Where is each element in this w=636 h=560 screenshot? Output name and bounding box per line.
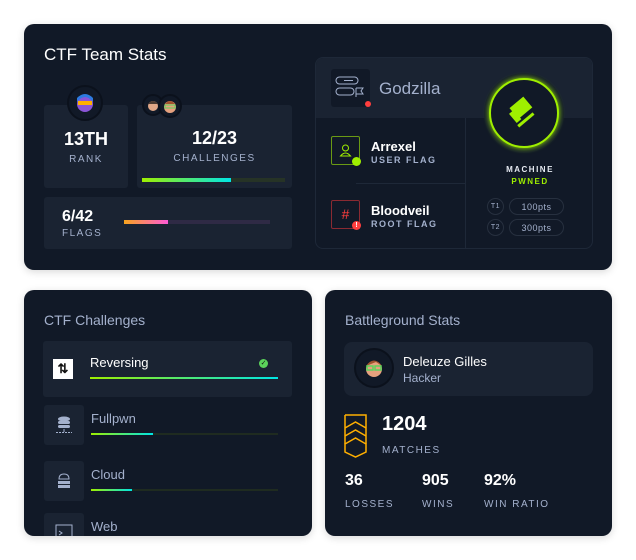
challenge-item-icon-box [44,513,84,536]
hammer-icon [509,96,535,128]
user-flag-owner: Arrexel [371,139,416,154]
challenge-item-icon-box [44,405,84,445]
reverse-arrows-icon: ⇅ [53,359,73,379]
team-avatar [67,85,103,121]
challenge-item-icon-box [44,461,84,501]
tier-badge: T2 [487,219,504,236]
user-avatar-icon [366,360,382,377]
challenges-label: CHALLENGES [173,153,256,164]
member-avatar-icon [148,101,158,111]
user-flag-type: USER FLAG [371,155,437,165]
challenge-progress [90,377,278,379]
terminal-window-icon [55,524,73,536]
pwned-label: PWNED [511,177,549,186]
tier-badge: T1 [487,198,504,215]
tier-points: 100pts [509,198,564,215]
alert-badge-icon: ! [352,221,361,230]
machine-status-label: MACHINE [506,165,554,174]
challenges-value: 12/23 [191,128,238,148]
check-icon: ✓ [259,359,268,368]
rank-label: RANK [69,154,103,165]
challenges-progress-bar [142,178,285,182]
card-title: Battleground Stats [345,312,461,328]
ctf-challenges-card: CTF Challenges ⇅ Reversing ✓ Fullpwn Clo… [24,290,312,536]
flags-label: FLAGS [62,228,103,239]
root-flag-owner: Bloodveil [371,203,430,218]
matches-label: MATCHES [382,445,441,456]
losses-label: LOSSES [345,499,395,510]
root-flag-icon-box: # ! [331,200,361,230]
database-icon [56,416,72,433]
card-title: CTF Challenges [44,312,146,328]
battleground-card: Battleground Stats Deleuze Gilles Hacker… [325,290,612,536]
machine-icon-box [331,69,371,107]
user-avatar [354,348,394,388]
flags-progress-bar [124,220,270,224]
challenge-progress [91,433,278,435]
user-role: Hacker [403,371,442,385]
divider [465,118,466,248]
cloud-server-icon [58,473,70,488]
pwned-circle [489,78,559,148]
challenge-label[interactable]: Web [91,519,118,534]
root-flag-type: ROOT FLAG [371,219,438,229]
status-dot [365,101,371,107]
user-flag-icon-box [331,136,361,166]
machine-panel[interactable]: Godzilla Arrexel USER FLAG # ! Bloodveil… [315,57,593,249]
member-avatar-icon [164,101,176,113]
challenges-panel [137,105,292,188]
flags-value: 6/42 [62,208,94,225]
check-badge-icon [352,157,361,166]
wins-value: 905 [422,472,449,489]
win-ratio-label: WIN RATIO [484,499,550,510]
machine-name: Godzilla [379,79,441,98]
win-ratio-value: 92% [484,472,517,489]
tier-points: 300pts [509,219,564,236]
challenge-label[interactable]: Cloud [91,467,125,482]
hash-icon: # [341,206,350,222]
challenge-label: Reversing [90,355,149,370]
challenge-progress [91,489,278,491]
rank-chevron-badge-icon [344,414,367,458]
team-stats-card: CTF Team Stats 13TH RANK 12/23 CHALLENGE… [24,24,612,270]
wins-label: WINS [422,499,455,510]
team-avatar-icon [77,94,93,112]
server-flag-icon [335,76,364,97]
user-name: Deleuze Gilles [403,354,487,369]
divider [356,183,465,184]
rank-value: 13TH [63,129,108,149]
challenge-label[interactable]: Fullpwn [91,411,136,426]
user-icon [339,144,352,157]
member-avatar [158,94,182,118]
card-title: CTF Team Stats [44,45,167,64]
losses-value: 36 [345,472,363,489]
challenge-item-reversing[interactable] [43,341,292,397]
matches-value: 1204 [382,413,427,435]
